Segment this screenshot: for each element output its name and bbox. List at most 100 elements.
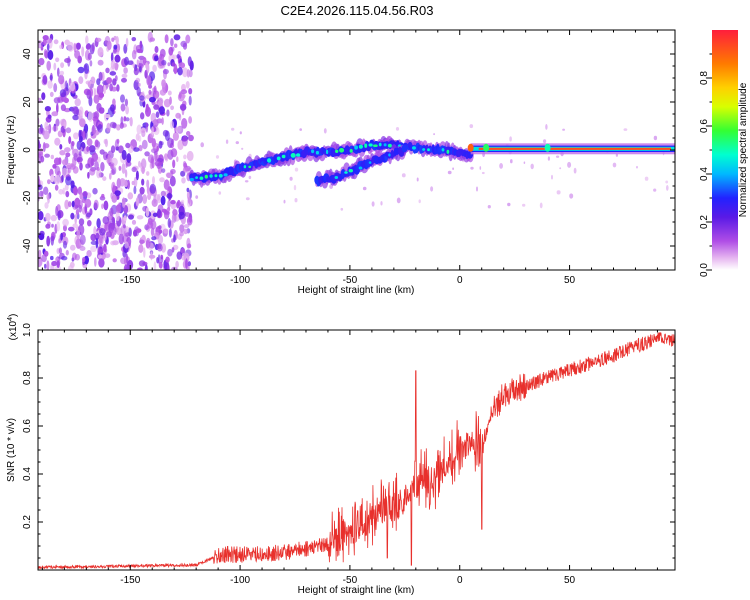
noise-blob — [166, 172, 172, 179]
noise-blob — [78, 76, 84, 84]
noise-blob — [59, 70, 65, 76]
noise-blob — [46, 260, 50, 270]
noise-blob — [187, 196, 191, 204]
noise-blob — [86, 138, 93, 147]
noise-speck — [665, 180, 669, 184]
noise-blob — [167, 218, 171, 228]
noise-blob — [139, 239, 145, 244]
snr-x-tick-label: -50 — [343, 575, 358, 586]
noise-speck — [523, 161, 526, 164]
noise-blob — [73, 152, 78, 161]
noise-blob — [181, 177, 186, 184]
noise-blob — [76, 229, 81, 239]
noise-blob — [163, 179, 170, 190]
noise-blob — [116, 124, 121, 131]
noise-blob — [55, 57, 60, 63]
noise-blob — [159, 89, 167, 96]
noise-blob — [39, 190, 44, 197]
noise-blob — [106, 231, 112, 238]
noise-blob — [161, 79, 167, 88]
noise-blob — [82, 257, 86, 263]
noise-blob — [110, 145, 116, 153]
noise-blob — [180, 170, 186, 177]
noise-blob — [52, 125, 59, 132]
noise-blob — [71, 147, 75, 154]
noise-blob — [178, 211, 185, 220]
noise-blob — [146, 75, 152, 86]
noise-blob — [105, 67, 110, 74]
noise-blob — [73, 132, 79, 140]
noise-blob — [180, 247, 186, 254]
noise-blob — [76, 140, 82, 150]
noise-blob — [75, 208, 79, 216]
noise-blob — [86, 212, 91, 218]
noise-blob — [53, 83, 58, 93]
noise-blob — [97, 247, 101, 256]
noise-blob — [100, 247, 108, 254]
upper-trace-core — [422, 148, 426, 151]
noise-blob — [78, 204, 83, 213]
noise-blob — [172, 131, 179, 141]
upper-trace-core — [204, 174, 208, 179]
noise-blob — [107, 154, 111, 165]
noise-blob — [159, 177, 165, 183]
noise-blob — [178, 91, 182, 99]
noise-speck — [433, 133, 435, 136]
noise-speck — [362, 186, 367, 191]
noise-blob — [159, 261, 163, 269]
noise-blob — [123, 264, 129, 270]
noise-blob — [78, 129, 82, 139]
noise-blob — [161, 117, 164, 125]
noise-blob — [116, 227, 123, 236]
colorbar: 0.0 0.2 0.4 0.6 0.8 Normalized spectral ampl… — [699, 30, 749, 277]
snr-x-tick-label: 50 — [564, 575, 576, 586]
noise-blob — [118, 165, 122, 171]
noise-speck — [507, 202, 511, 207]
noise-blob — [103, 84, 106, 94]
noise-blob — [183, 228, 188, 235]
noise-blob — [145, 106, 151, 117]
noise-speck — [573, 167, 577, 174]
upper-trace-core — [441, 148, 445, 152]
noise-blob — [91, 112, 98, 119]
noise-blob — [71, 106, 79, 114]
noise-blob — [158, 106, 165, 115]
noise-blob — [120, 94, 125, 103]
noise-blob — [121, 197, 126, 209]
noise-blob — [53, 157, 61, 166]
noise-blob — [188, 116, 193, 124]
noise-blob — [45, 212, 51, 222]
upper-trace-core — [248, 165, 252, 169]
noise-blob — [166, 263, 170, 270]
noise-blob — [139, 186, 145, 195]
noise-blob — [91, 42, 95, 52]
noise-blob — [149, 37, 155, 42]
noise-blob — [176, 201, 180, 209]
upper-trace-core — [378, 142, 382, 147]
noise-blob — [152, 176, 155, 185]
noise-blob — [68, 201, 72, 208]
noise-blob — [169, 175, 176, 187]
noise-speck — [231, 127, 235, 131]
noise-blob — [151, 138, 156, 148]
noise-speck — [559, 167, 562, 170]
noise-speck — [416, 177, 419, 182]
noise-blob — [99, 149, 105, 155]
noise-blob — [151, 126, 154, 136]
noise-blob — [38, 184, 43, 191]
stable-line-core — [478, 147, 671, 150]
noise-speck — [245, 197, 250, 201]
noise-blob — [154, 150, 158, 162]
noise-blob — [177, 67, 183, 76]
noise-speck — [509, 136, 512, 142]
noise-blob — [144, 151, 150, 157]
noise-blob — [187, 261, 191, 267]
noise-speck — [487, 205, 491, 209]
noise-blob — [50, 154, 54, 160]
noise-blob — [186, 150, 194, 162]
noise-blob — [69, 261, 75, 268]
upper-trace-core — [281, 154, 286, 159]
noise-blob — [150, 112, 157, 124]
noise-blob — [57, 67, 60, 77]
noise-speck — [395, 126, 400, 131]
